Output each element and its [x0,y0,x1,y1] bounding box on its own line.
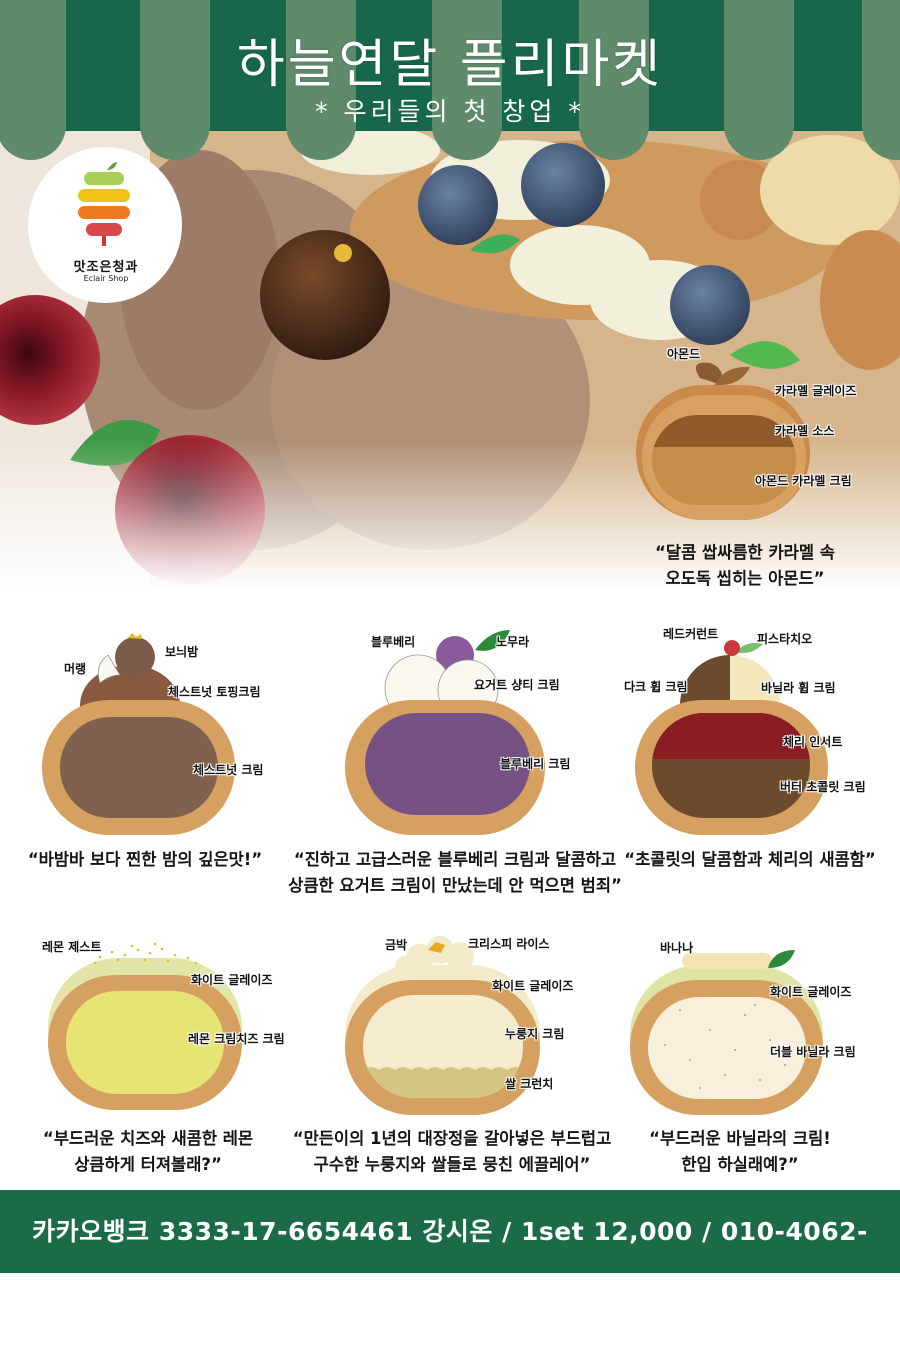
ingredient-label: 더블 바닐라 크림 [770,1045,856,1059]
ingredient-label: 레몬 크림치즈 크림 [188,1032,285,1046]
ingredient-label: 화이트 글레이즈 [492,979,574,993]
ingredient-label: 블루베리 크림 [500,757,571,771]
ingredient-label: 금박 [385,938,408,952]
eclair-lemon [48,942,242,1110]
ingredient-label: 크리스피 라이스 [468,937,550,951]
cherry [0,295,100,425]
logo [28,147,182,303]
poster-artwork [0,0,900,1115]
ingredient-label: 다크 휩 크림 [624,680,688,694]
ingredient-label: 머랭 [64,662,87,676]
eclair-vanilla-banana [630,950,823,1115]
blueberry [521,143,605,227]
ingredient-label: 피스타치오 [757,632,813,646]
ingredient-label: 블루베리 [371,635,416,649]
eclair-quote: “부드러운 바닐라의 크림! 한입 하실래예?” [649,1129,831,1174]
logo-name: 맛조은청과 [73,260,139,275]
page-subtitle: * 우리들의 첫 창업 * [315,97,585,126]
ingredient-label: 체리 인서트 [783,735,843,749]
ingredient-label: 체스트넛 토핑크림 [168,685,261,699]
ingredient-label: 카라멜 소스 [775,424,835,438]
ingredient-label: 레몬 제스트 [42,940,102,954]
eclair-blueberry [345,630,545,835]
eclair-nurungji [345,936,540,1115]
eclair-quote: “바밤바 보다 찐한 밤의 깊은맛!” [27,850,263,869]
eclair-quote: “만든이의 1년의 대장정을 갈아넣은 부드럽고 구수한 누룽지와 쌀들로 뭉친 … [292,1129,612,1174]
eclair-chestnut [42,633,235,835]
awning [0,0,900,160]
footer-payment-info: 카카오뱅크 3333-17-6654461 강시온 / 1set 12,000 … [0,1190,900,1329]
eclair-almond-caramel [636,362,810,520]
ingredient-label: 노무라 [496,635,530,649]
ingredient-label: 체스트넛 크림 [193,763,264,777]
eclair-quote: “초콜릿의 달콤함과 체리의 새콤함” [624,850,876,869]
blueberry [418,165,498,245]
ingredient-label: 누룽지 크림 [505,1027,565,1041]
page-title: 하늘연달 플리마켓 [236,35,664,95]
ingredient-label: 아몬드 [667,347,701,361]
ingredient-label: 카라멜 글레이즈 [775,384,857,398]
ingredient-label: 레드커런트 [663,627,719,641]
chestnut [260,230,390,360]
ingredient-label: 버터 초콜릿 크림 [780,780,866,794]
ingredient-label: 요거트 샹티 크림 [474,678,560,692]
ingredient-label: 바닐라 휩 크림 [761,681,836,695]
logo-subtitle: Eclair Shop [83,274,129,283]
eclair-quote: “부드러운 치즈와 새콤한 레몬 상큼하게 터져볼래?” [42,1129,254,1174]
ingredient-label: 화이트 글레이즈 [191,973,273,987]
eclair-choco-cherry [635,640,828,835]
ingredient-label: 쌀 크런치 [505,1077,554,1091]
ingredient-label: 아몬드 카라멜 크림 [755,474,852,488]
ingredient-label: 바나나 [660,941,694,955]
ingredient-label: 화이트 글레이즈 [770,985,852,999]
eclair-quote: “달콤 쌉싸름한 카라멜 속 오도독 씹히는 아몬드” [655,543,835,588]
ingredient-label: 보늬밤 [165,645,199,659]
blueberry [670,265,750,345]
eclair-quote: “진하고 고급스러운 블루베리 크림과 달콤하고 상큼한 요거트 크림이 만났는데… [288,850,622,895]
